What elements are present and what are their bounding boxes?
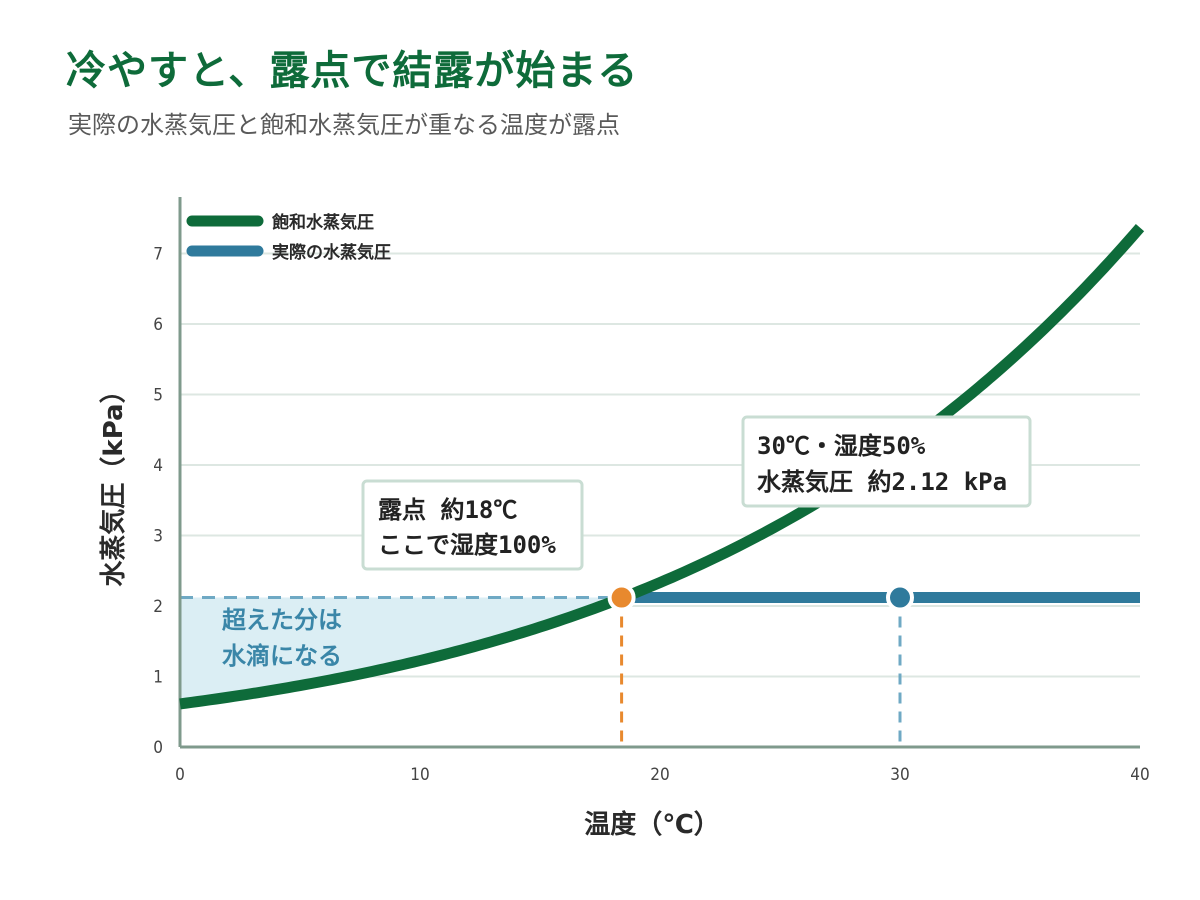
y-tick-label: 5	[153, 386, 163, 406]
axis-layer: 0 1 2 3 4 5 6 7 0 10 20 30 40 温度（℃） 水蒸気圧（kPa）	[98, 197, 1150, 840]
y-tick-label: 3	[153, 527, 163, 547]
excess-water-area	[180, 597, 622, 704]
current-state-callout-line-1: 30℃・湿度50%	[757, 432, 926, 460]
current-state-callout-box	[741, 415, 1032, 508]
y-tick-label: 1	[153, 668, 163, 688]
x-tick-label: 0	[175, 765, 185, 785]
dew-point-callout-line-2: ここで湿度100%	[378, 531, 556, 559]
dew-point-callout-line-1: 露点 約18℃	[378, 496, 517, 524]
y-tick-label: 4	[153, 456, 163, 476]
current-state-callout-line-2: 水蒸気圧 約2.12 kPa	[757, 468, 1007, 496]
legend-label-actual: 実際の水蒸気圧	[272, 242, 391, 263]
dew-point-marker	[607, 583, 636, 612]
x-axis-title: 温度（℃）	[584, 809, 720, 840]
x-tick-label: 40	[1130, 765, 1149, 785]
x-tick-label: 20	[650, 765, 669, 785]
y-tick-label: 7	[153, 245, 163, 265]
legend-label-saturation: 飽和水蒸気圧	[271, 212, 374, 233]
current-state-marker	[886, 583, 914, 612]
excess-label-line-2: 水滴になる	[222, 642, 342, 670]
x-tick-label: 30	[890, 765, 909, 785]
y-tick-label: 0	[153, 738, 163, 758]
excess-label-line-1: 超えた分は	[222, 606, 342, 634]
page-subtitle: 実際の水蒸気圧と飽和水蒸気圧が重なる温度が露点	[68, 111, 620, 139]
y-axis-title: 水蒸気圧（kPa）	[98, 377, 129, 586]
excess-area-layer	[180, 596, 902, 747]
dew-point-callout-box	[361, 479, 584, 571]
y-tick-label: 2	[153, 597, 163, 617]
saturation-curve	[179, 223, 1145, 710]
y-tick-label: 6	[153, 315, 163, 335]
page-title: 冷やすと、露点で結露が始まる	[66, 48, 639, 94]
series-layer	[179, 223, 1145, 710]
x-tick-label: 10	[410, 765, 429, 785]
